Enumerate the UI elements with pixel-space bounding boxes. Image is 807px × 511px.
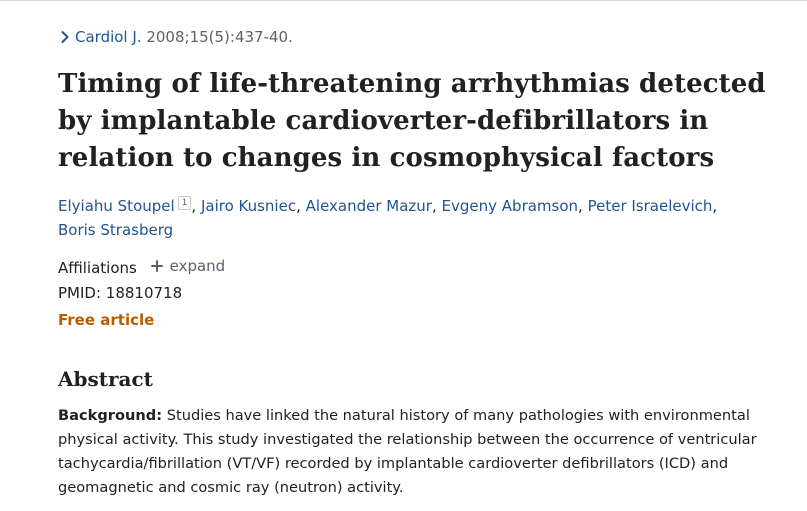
expand-label: expand <box>169 257 226 275</box>
free-article-badge: Free article <box>58 311 155 329</box>
author-link[interactable]: Boris Strasberg <box>58 221 174 239</box>
pmid-row: PMID: 18810718 <box>58 282 182 304</box>
chevron-right-icon[interactable] <box>58 30 72 44</box>
journal-link[interactable]: Cardiol J. <box>75 28 142 46</box>
abstract-text: Studies have linked the natural history … <box>58 407 757 496</box>
affiliations-label: Affiliations <box>58 259 137 277</box>
pmid-label: PMID: <box>58 284 102 302</box>
expand-affiliations-button[interactable]: expand <box>150 255 226 277</box>
affiliation-superscript[interactable]: 1 <box>177 196 192 210</box>
author-link[interactable]: Alexander Mazur <box>305 197 432 215</box>
plus-icon <box>150 260 163 272</box>
author-link[interactable]: Evgeny Abramson <box>441 197 579 215</box>
abstract-paragraph: Background: Studies have linked the natu… <box>58 404 758 500</box>
citation: Cardiol J. 2008;15(5):437-40. <box>58 27 293 47</box>
author-link[interactable]: Jairo Kusniec <box>200 197 297 215</box>
citation-details: 2008;15(5):437-40. <box>146 28 293 46</box>
article-title: Timing of life-threatening arrhythmias d… <box>58 69 766 173</box>
abstract-heading: Abstract <box>58 367 153 391</box>
pmid-value: 18810718 <box>105 284 183 302</box>
author-link[interactable]: Peter Israelevich <box>587 197 713 215</box>
abstract-section-label: Background: <box>58 407 163 424</box>
top-divider <box>0 0 807 1</box>
author-list: Elyiahu Stoupel 1, Jairo Kusniec, Alexand… <box>58 196 718 239</box>
author-link[interactable]: Elyiahu Stoupel <box>58 197 175 215</box>
affiliations-row: Affiliations expand <box>58 255 225 279</box>
